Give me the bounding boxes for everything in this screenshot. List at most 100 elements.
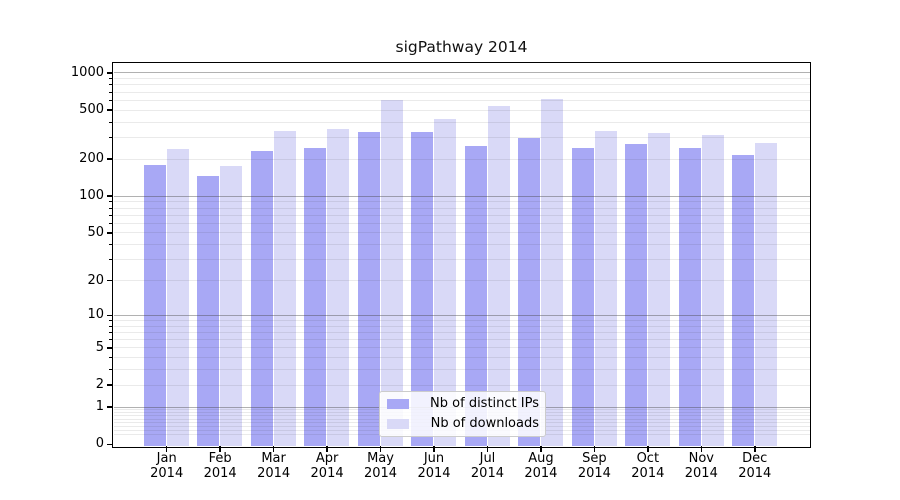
y-minor-tick-mark xyxy=(109,158,113,160)
y-minor-tick-mark xyxy=(109,244,113,246)
y-tick-label: 20 xyxy=(87,272,104,288)
bar-jun-downloads xyxy=(434,118,457,446)
x-tick-label-may: May 2014 xyxy=(349,451,413,481)
y-minor-tick-mark xyxy=(109,99,113,101)
gridline-minor xyxy=(113,347,810,349)
x-tick-mark xyxy=(754,446,756,452)
y-minor-tick-mark xyxy=(109,207,113,209)
y-minor-tick-mark xyxy=(109,280,113,282)
gridline-minor xyxy=(113,84,810,86)
x-tick-mark xyxy=(593,446,596,452)
x-tick-label-apr: Apr 2014 xyxy=(295,451,359,481)
legend-swatch-distinct-ips-icon xyxy=(387,399,409,409)
x-tick-year: 2014 xyxy=(577,465,611,481)
x-tick-label-sep: Sep 2014 xyxy=(562,451,626,481)
bar-dec-distinct-ips xyxy=(732,155,755,446)
gridline-minor xyxy=(113,280,810,282)
gridline-minor xyxy=(113,384,810,386)
gridline-minor xyxy=(113,109,810,111)
legend-swatch-downloads-icon xyxy=(387,419,409,429)
y-tick-label: 200 xyxy=(79,151,104,167)
gridline-minor xyxy=(113,207,810,209)
x-tick-year: 2014 xyxy=(738,465,772,481)
x-tick-label-jan: Jan 2014 xyxy=(135,451,199,481)
x-tick-year: 2014 xyxy=(684,465,718,481)
gridline-minor xyxy=(113,259,810,261)
y-minor-tick-mark xyxy=(109,259,113,261)
bar-jan-downloads xyxy=(167,149,189,446)
gridline-minor xyxy=(113,325,810,327)
gridline-major xyxy=(113,314,810,316)
bar-feb-distinct-ips xyxy=(197,175,220,446)
y-minor-tick-mark xyxy=(109,347,113,349)
y-tick-mark xyxy=(106,72,113,74)
gridline-major xyxy=(113,195,810,197)
bar-feb-downloads xyxy=(220,165,243,446)
y-minor-tick-mark xyxy=(109,222,113,224)
gridline-minor xyxy=(113,91,810,93)
gridline-minor xyxy=(113,121,810,123)
bar-apr-downloads xyxy=(327,128,350,446)
x-tick-year: 2014 xyxy=(631,465,665,481)
x-tick-mark xyxy=(486,446,489,452)
bar-nov-distinct-ips xyxy=(678,148,701,446)
y-minor-tick-mark xyxy=(109,339,113,341)
y-tick-label: 0 xyxy=(95,436,104,452)
y-minor-tick-mark xyxy=(109,109,113,111)
gridline-major xyxy=(113,72,810,74)
y-minor-tick-mark xyxy=(109,136,113,138)
x-tick-mark xyxy=(647,446,649,452)
gridline-minor xyxy=(113,339,810,341)
y-minor-tick-mark xyxy=(109,121,113,123)
y-minor-tick-mark xyxy=(109,384,113,386)
bar-oct-downloads xyxy=(648,132,671,446)
gridline-minor xyxy=(113,357,810,359)
bar-nov-downloads xyxy=(701,134,724,446)
gridline-minor xyxy=(113,214,810,216)
x-tick-mark xyxy=(379,446,382,452)
y-minor-tick-mark xyxy=(109,325,113,327)
x-tick-label-jun: Jun 2014 xyxy=(402,451,466,481)
bar-sep-distinct-ips xyxy=(571,148,594,446)
x-tick-mark xyxy=(219,446,221,452)
gridline-minor xyxy=(113,201,810,203)
y-minor-tick-mark xyxy=(109,369,113,371)
gridline-minor xyxy=(113,320,810,321)
y-minor-tick-mark xyxy=(109,331,113,333)
gridline-minor xyxy=(113,244,810,246)
x-tick-label-mar: Mar 2014 xyxy=(242,451,306,481)
y-tick-label: 1 xyxy=(95,399,104,415)
y-tick-label: 10 xyxy=(87,307,104,323)
bar-jul-distinct-ips xyxy=(464,145,487,446)
y-tick-label: 5 xyxy=(95,339,104,355)
x-tick-year: 2014 xyxy=(203,465,237,481)
y-minor-tick-mark xyxy=(109,357,113,359)
y-tick-mark xyxy=(106,443,113,446)
x-tick-year: 2014 xyxy=(524,465,558,481)
x-tick-year: 2014 xyxy=(470,465,504,481)
y-tick-label: 2 xyxy=(95,377,104,393)
y-minor-tick-mark xyxy=(109,78,113,79)
gridline-minor xyxy=(113,78,810,79)
gridline-minor xyxy=(113,232,810,234)
y-tick-mark xyxy=(106,314,113,317)
bar-aug-distinct-ips xyxy=(518,137,541,446)
bar-jan-distinct-ips xyxy=(144,164,166,446)
x-tick-mark xyxy=(272,446,275,452)
x-tick-label-feb: Feb 2014 xyxy=(188,451,252,481)
y-tick-label: 500 xyxy=(79,102,104,118)
y-minor-tick-mark xyxy=(109,232,113,234)
gridline-minor xyxy=(113,331,810,333)
y-minor-tick-mark xyxy=(109,91,113,93)
x-tick-year: 2014 xyxy=(310,465,344,481)
gridline-minor xyxy=(113,222,810,224)
y-minor-tick-mark xyxy=(109,320,113,321)
x-tick-year: 2014 xyxy=(257,465,291,481)
x-tick-label-nov: Nov 2014 xyxy=(669,451,733,481)
bar-may-downloads xyxy=(380,100,403,446)
y-tick-mark xyxy=(106,406,113,408)
bar-apr-distinct-ips xyxy=(304,148,327,446)
x-tick-mark xyxy=(540,446,542,452)
bar-may-distinct-ips xyxy=(357,132,380,446)
